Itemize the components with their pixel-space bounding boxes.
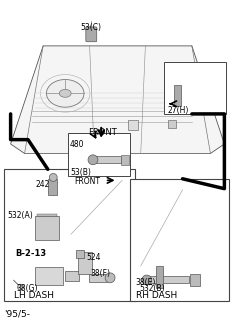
Bar: [48, 180, 57, 195]
FancyBboxPatch shape: [86, 27, 97, 42]
Bar: [190, 274, 200, 286]
Bar: [37, 214, 57, 218]
Bar: [37, 234, 57, 238]
Bar: [4, 169, 135, 300]
Text: 38(G): 38(G): [16, 284, 38, 293]
Bar: [164, 62, 226, 114]
Bar: [37, 219, 57, 223]
Ellipse shape: [59, 89, 71, 97]
Text: 242: 242: [35, 180, 49, 189]
Text: FRONT: FRONT: [88, 128, 117, 137]
Circle shape: [88, 155, 98, 165]
Bar: [168, 120, 176, 128]
Circle shape: [105, 273, 115, 283]
Text: 53(B): 53(B): [70, 168, 91, 177]
Text: RH DASH: RH DASH: [136, 291, 177, 300]
Ellipse shape: [47, 79, 84, 107]
Circle shape: [49, 173, 57, 181]
Bar: [128, 120, 138, 130]
Bar: [121, 155, 129, 165]
Bar: [96, 156, 121, 163]
Text: 532(B): 532(B): [140, 284, 165, 293]
Circle shape: [18, 284, 24, 290]
Bar: [156, 266, 163, 288]
Bar: [76, 250, 84, 258]
Bar: [35, 267, 63, 285]
Text: 480: 480: [70, 140, 84, 149]
Text: 27(H): 27(H): [168, 106, 189, 115]
Text: B-2-13: B-2-13: [15, 249, 46, 258]
Polygon shape: [11, 46, 224, 154]
Text: 524: 524: [86, 253, 101, 262]
Text: 38(F): 38(F): [91, 268, 111, 277]
Bar: [174, 85, 181, 106]
Text: 532(A): 532(A): [7, 211, 33, 220]
Circle shape: [142, 275, 152, 285]
Bar: [78, 252, 92, 274]
Text: LH DASH: LH DASH: [14, 291, 54, 300]
Bar: [37, 224, 57, 228]
Text: FRONT: FRONT: [74, 178, 101, 187]
Bar: [130, 179, 229, 300]
Text: 38(E): 38(E): [136, 278, 156, 287]
Text: '95/5-: '95/5-: [4, 309, 30, 318]
Bar: [37, 229, 57, 233]
Bar: [67, 133, 130, 176]
Bar: [35, 216, 59, 240]
Text: 53(C): 53(C): [80, 23, 101, 32]
Bar: [65, 271, 79, 281]
Bar: [150, 276, 189, 283]
Bar: [89, 274, 107, 282]
